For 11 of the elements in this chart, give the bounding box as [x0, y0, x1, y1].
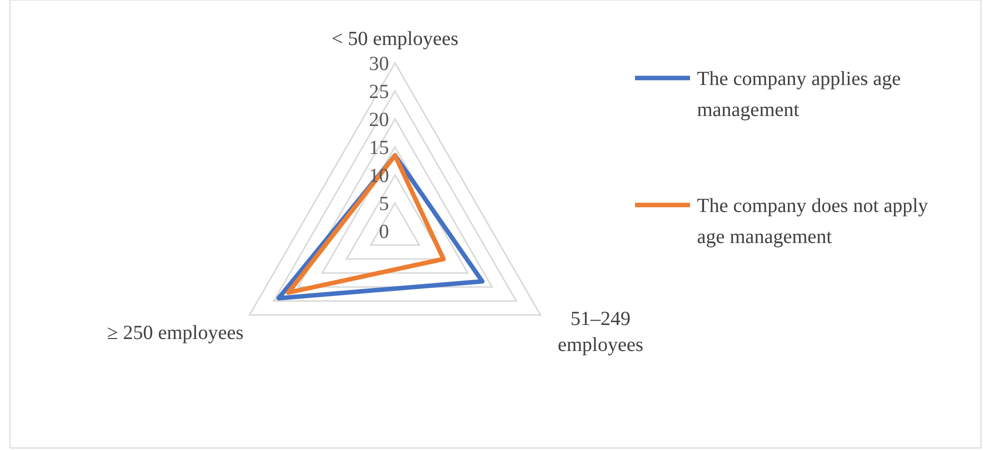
y-tick-label: 30 [369, 53, 389, 75]
y-tick-label: 5 [379, 193, 389, 215]
spoke-label: ≥ 250 employees [106, 322, 244, 344]
spoke-label: 51–249 employees [558, 308, 644, 356]
legend-label: The company applies age management [697, 68, 901, 121]
y-tick-label: 20 [369, 109, 389, 131]
y-tick-label: 25 [369, 81, 389, 103]
y-tick-label: 15 [369, 137, 389, 159]
legend-label: The company does not apply age management [697, 195, 928, 248]
spoke-label: < 50 employees [332, 28, 459, 50]
y-tick-label: 0 [379, 221, 389, 243]
